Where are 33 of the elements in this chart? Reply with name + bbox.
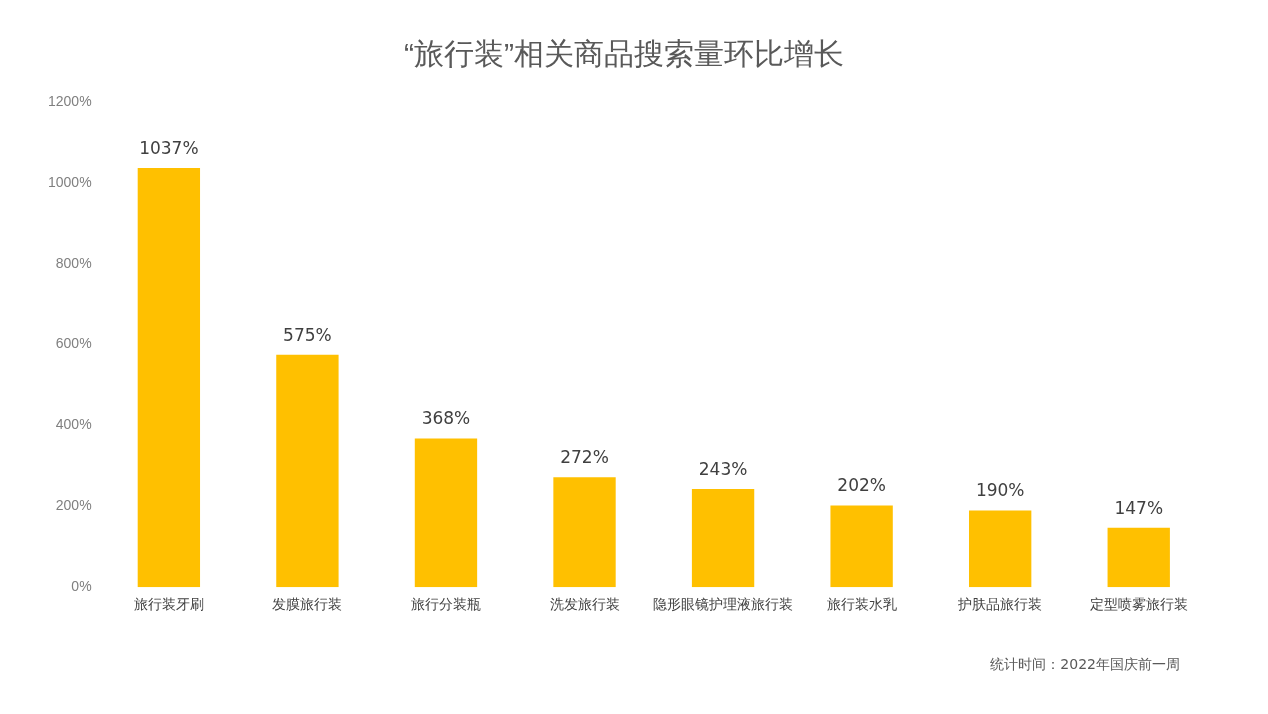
data-label: 190% [975,480,1025,501]
x-tick-label: 定型喷雾旅行装 [1089,596,1188,613]
data-label: 575% [283,324,332,345]
data-label: 1037% [139,137,199,158]
bar [276,354,339,588]
y-tick-label: 1200% [48,92,92,109]
bar [137,167,201,588]
y-tick-label: 200% [55,497,92,514]
x-tick-label: 护肤品旅行装 [957,596,1043,613]
chart-title: “旅行装”相关商品搜索量环比增长 [404,37,844,71]
y-tick-label: 600% [55,335,92,352]
x-tick-label: 旅行装水乳 [826,596,897,613]
x-tick-label: 隐形眼镜护理液旅行装 [653,596,794,613]
text: 统计时间：2022年国庆前一周 [990,656,1180,674]
y-tick-label: 400% [55,416,92,433]
bar [553,477,616,588]
data-label: 368% [421,408,471,429]
data-label: 202% [837,475,886,496]
data-label: 272% [560,447,609,468]
x-tick-label: 旅行装牙刷 [133,596,204,613]
x-tick-label: 洗发旅行装 [549,596,620,613]
y-tick-label: 1000% [48,173,92,190]
bar [414,438,478,588]
x-tick-label: 发膜旅行装 [272,596,343,613]
bar [969,510,1032,588]
bar [691,488,755,588]
data-label: 147% [1114,497,1164,518]
y-tick-label: 0% [71,578,92,595]
x-tick-label: 旅行分装瓶 [410,596,481,613]
y-tick-label: 800% [55,254,92,271]
bar [1107,527,1170,588]
bar [830,505,893,588]
data-label: 243% [698,458,748,479]
